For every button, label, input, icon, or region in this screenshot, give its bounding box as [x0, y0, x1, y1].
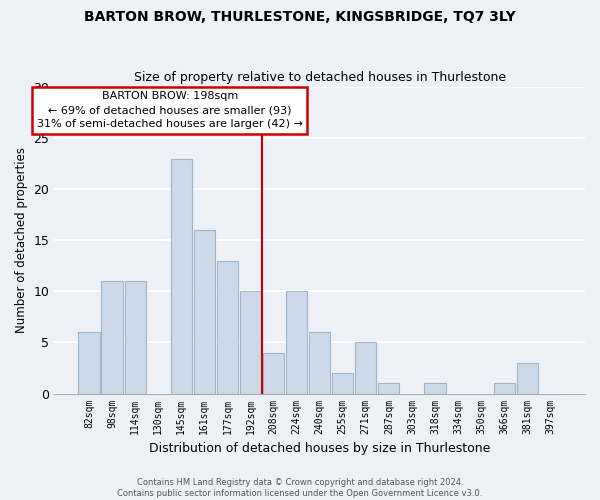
- Bar: [309, 332, 330, 394]
- Bar: [263, 352, 284, 394]
- Bar: [424, 384, 446, 394]
- Bar: [378, 384, 400, 394]
- Bar: [125, 281, 146, 394]
- Text: BARTON BROW, THURLESTONE, KINGSBRIDGE, TQ7 3LY: BARTON BROW, THURLESTONE, KINGSBRIDGE, T…: [84, 10, 516, 24]
- Bar: [170, 158, 192, 394]
- Text: Contains HM Land Registry data © Crown copyright and database right 2024.
Contai: Contains HM Land Registry data © Crown c…: [118, 478, 482, 498]
- Bar: [332, 373, 353, 394]
- Bar: [217, 260, 238, 394]
- Bar: [79, 332, 100, 394]
- Bar: [101, 281, 122, 394]
- Bar: [194, 230, 215, 394]
- Bar: [240, 292, 261, 394]
- Bar: [286, 292, 307, 394]
- Y-axis label: Number of detached properties: Number of detached properties: [15, 148, 28, 334]
- Bar: [494, 384, 515, 394]
- Bar: [517, 363, 538, 394]
- Bar: [355, 342, 376, 394]
- Text: BARTON BROW: 198sqm
← 69% of detached houses are smaller (93)
31% of semi-detach: BARTON BROW: 198sqm ← 69% of detached ho…: [37, 91, 302, 129]
- X-axis label: Distribution of detached houses by size in Thurlestone: Distribution of detached houses by size …: [149, 442, 490, 455]
- Title: Size of property relative to detached houses in Thurlestone: Size of property relative to detached ho…: [134, 72, 506, 85]
